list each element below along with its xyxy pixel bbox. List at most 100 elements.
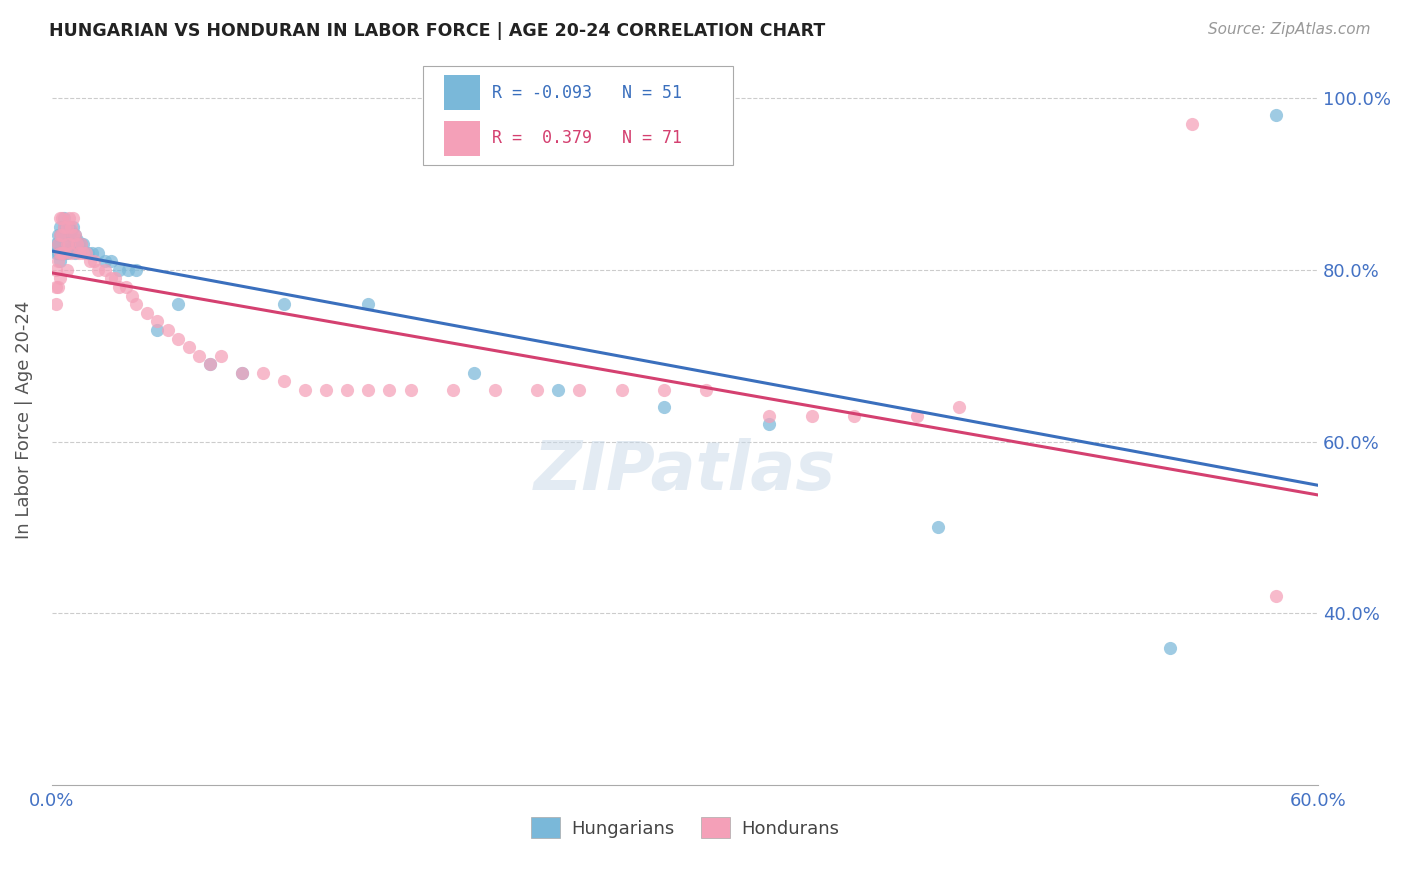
Point [905, 409, 928, 423]
Point [252, 366, 274, 380]
Point [652, 401, 675, 415]
Point [1264, 589, 1286, 603]
Point [49, 245, 72, 260]
Point [125, 263, 148, 277]
Point [66, 237, 89, 252]
Bar [444, 120, 479, 156]
Point [51, 245, 73, 260]
Point [336, 383, 359, 397]
Point [62, 219, 84, 234]
Point [87, 245, 110, 260]
Point [357, 297, 380, 311]
Point [231, 366, 253, 380]
FancyBboxPatch shape [423, 66, 733, 165]
Point [652, 383, 675, 397]
Point [93, 254, 115, 268]
Point [526, 383, 548, 397]
Point [51, 211, 73, 226]
Point [273, 375, 295, 389]
Point [93, 263, 115, 277]
Point [63, 228, 86, 243]
Point [67, 245, 90, 260]
Point [198, 357, 221, 371]
Point [1264, 108, 1286, 122]
Text: HUNGARIAN VS HONDURAN IN LABOR FORCE | AGE 20-24 CORRELATION CHART: HUNGARIAN VS HONDURAN IN LABOR FORCE | A… [49, 22, 825, 40]
Point [53, 245, 76, 260]
Bar [444, 75, 479, 110]
Point [58, 237, 80, 252]
Point [45, 237, 67, 252]
Point [49, 254, 72, 268]
Point [63, 245, 86, 260]
Point [610, 383, 633, 397]
Point [100, 254, 122, 268]
Point [104, 271, 127, 285]
Point [62, 211, 84, 226]
Point [484, 383, 506, 397]
Point [72, 237, 94, 252]
Point [75, 245, 97, 260]
Point [49, 228, 72, 243]
Point [46, 254, 69, 268]
Point [49, 211, 72, 226]
Point [188, 349, 211, 363]
Legend: Hungarians, Hondurans: Hungarians, Hondurans [524, 810, 846, 846]
Text: Source: ZipAtlas.com: Source: ZipAtlas.com [1208, 22, 1371, 37]
Point [51, 228, 73, 243]
Point [53, 211, 76, 226]
Point [547, 383, 569, 397]
Point [59, 224, 82, 238]
Point [55, 237, 77, 252]
Point [55, 263, 77, 277]
Point [357, 383, 380, 397]
Point [53, 219, 76, 234]
Point [114, 280, 136, 294]
Point [83, 254, 105, 268]
Point [100, 271, 122, 285]
Point [45, 280, 67, 294]
Point [842, 409, 865, 423]
Point [70, 237, 93, 252]
Point [135, 306, 157, 320]
Point [108, 280, 131, 294]
Point [58, 211, 80, 226]
Point [55, 245, 77, 260]
Text: ZIPatlas: ZIPatlas [534, 438, 837, 504]
Point [45, 263, 67, 277]
Point [49, 271, 72, 285]
Point [45, 245, 67, 260]
Point [58, 219, 80, 234]
Point [1159, 640, 1181, 655]
Point [695, 383, 717, 397]
Point [80, 245, 103, 260]
Point [70, 237, 93, 252]
Text: R = -0.093   N = 51: R = -0.093 N = 51 [492, 84, 682, 102]
Point [46, 280, 69, 294]
Point [146, 314, 169, 328]
Point [294, 383, 316, 397]
Point [46, 237, 69, 252]
Point [49, 245, 72, 260]
Point [156, 323, 179, 337]
Point [463, 366, 485, 380]
Point [67, 237, 90, 252]
Point [568, 383, 591, 397]
Point [66, 233, 89, 247]
Y-axis label: In Labor Force | Age 20-24: In Labor Force | Age 20-24 [15, 301, 32, 540]
Point [51, 228, 73, 243]
Point [76, 245, 98, 260]
Point [121, 288, 143, 302]
Point [167, 332, 190, 346]
Point [46, 228, 69, 243]
Point [46, 245, 69, 260]
Point [927, 520, 949, 534]
Point [49, 228, 72, 243]
Point [59, 219, 82, 234]
Point [800, 409, 823, 423]
Point [55, 219, 77, 234]
Point [53, 219, 76, 234]
Point [53, 245, 76, 260]
Point [177, 340, 200, 354]
Point [72, 245, 94, 260]
Point [55, 228, 77, 243]
